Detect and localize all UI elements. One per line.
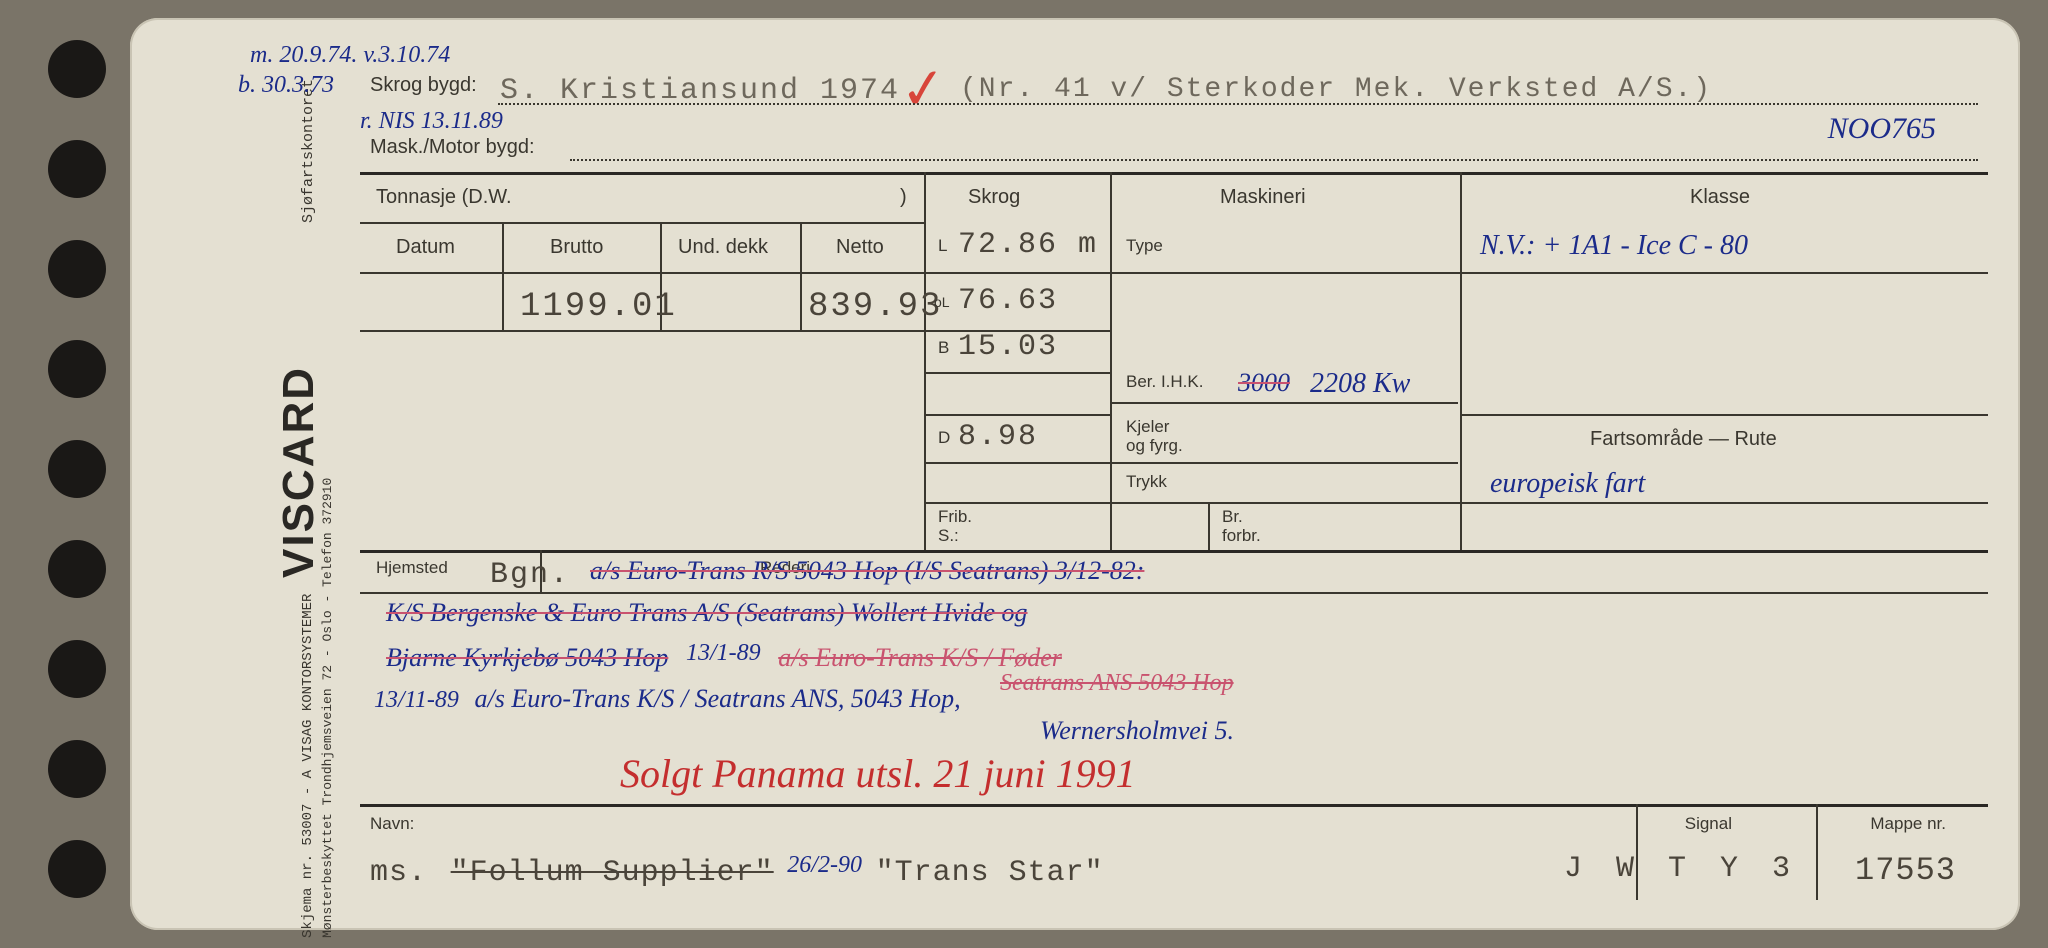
punch-hole <box>48 540 106 598</box>
brutto-label: Brutto <box>550 236 603 259</box>
mappe-value: 17553 <box>1855 852 1956 889</box>
type-label: Type <box>1126 236 1163 256</box>
red-check-icon: ✓ <box>897 54 951 125</box>
ol-label: oL <box>934 294 950 310</box>
punch-hole <box>48 40 106 98</box>
ber-ihk-struck: 3000 <box>1238 368 1290 398</box>
klasse-value: N.V.: + 1A1 - Ice C - 80 <box>1480 230 1748 262</box>
rederi-line-3-date: 13/1-89 <box>686 640 761 666</box>
skrog-col-label: Skrog <box>968 186 1020 209</box>
anno-top-2: b. 30.3.73 <box>238 72 334 99</box>
fartsomrade-value: europeisk fart <box>1490 468 1645 500</box>
rederi-line-4: a/s Euro-Trans K/S / Seatrans ANS, 5043 … <box>475 684 961 713</box>
hjemsted-label: Hjemsted <box>376 558 448 578</box>
navn-new: "Trans Star" <box>876 856 1104 890</box>
rederi-line-1: a/s Euro-Trans R/S 5043 Hop (I/S Seatran… <box>590 556 1144 586</box>
side-print-block: Skjema nr. 53007 - A VISAG KONTORSYSTEME… <box>280 58 322 928</box>
dotted-line-1 <box>498 102 1978 105</box>
navn-old: "Follum Supplier" <box>451 856 774 890</box>
datum-label: Datum <box>396 236 455 259</box>
ber-ihk-label: Ber. I.H.K. <box>1126 372 1203 392</box>
index-card: VISCARD Skjema nr. 53007 - A VISAG KONTO… <box>130 18 2020 930</box>
navn-date: 26/2-90 <box>787 852 862 878</box>
tonnasje-close: ) <box>900 186 907 209</box>
ol-value: 76.63 <box>958 284 1058 318</box>
unddekk-label: Und. dekk <box>678 236 768 259</box>
d-value: 8.98 <box>958 420 1038 454</box>
footer-block: Navn: ms. "Follum Supplier" 26/2-90 "Tra… <box>360 804 1988 900</box>
anno-nis: r. NIS 13.11.89 <box>360 108 503 135</box>
dotted-line-2 <box>570 158 1978 161</box>
rederi-line-3c: Seatrans ANS 5043 Hop <box>1000 670 1234 697</box>
scan-page: VISCARD Skjema nr. 53007 - A VISAG KONTO… <box>0 0 2048 948</box>
rederi-line-2: K/S Bergenske & Euro Trans A/S (Seatrans… <box>386 598 1028 628</box>
klasse-col-label: Klasse <box>1690 186 1750 209</box>
mask-motor-label: Mask./Motor bygd: <box>370 136 535 159</box>
punch-holes <box>48 40 118 910</box>
punch-hole <box>48 140 106 198</box>
l-label: L <box>938 236 947 256</box>
punch-hole <box>48 840 106 898</box>
kjeler-label: Kjeler og fyrg. <box>1126 418 1183 455</box>
anno-top-1: m. 20.9.74. v.3.10.74 <box>250 42 450 69</box>
netto-value: 839.93 <box>808 288 942 326</box>
skrog-bygd-label: Skrog bygd: <box>370 74 477 97</box>
punch-hole <box>48 740 106 798</box>
skrog-bygd-paren: (Nr. 41 v/ Sterkoder Mek. Verksted A/S.) <box>960 74 1712 105</box>
navn-label: Navn: <box>370 814 414 834</box>
punch-hole <box>48 240 106 298</box>
punch-hole <box>48 440 106 498</box>
rederi-line-5: Wernersholmvei 5. <box>1040 716 1234 746</box>
b-value: 15.03 <box>958 330 1058 364</box>
br-forbr-label: Br. forbr. <box>1222 508 1261 545</box>
main-table: Tonnasje (D.W. ) Skrog Maskineri Klasse … <box>360 172 1988 552</box>
punch-hole <box>48 340 106 398</box>
brutto-value: 1199.01 <box>520 288 677 326</box>
maskineri-col-label: Maskineri <box>1220 186 1306 209</box>
punch-hole <box>48 640 106 698</box>
trykk-label: Trykk <box>1126 472 1167 492</box>
b-label: B <box>938 338 949 358</box>
rederi-line-4-date: 13/11-89 <box>374 687 459 713</box>
mappe-label: Mappe nr. <box>1870 814 1946 834</box>
side-sjof: Sjøfartskontoret <box>300 79 317 223</box>
d-label: D <box>938 428 950 448</box>
card-content: m. 20.9.74. v.3.10.74 b. 30.3.73 r. NIS … <box>340 48 1996 906</box>
l-value: 72.86 m <box>958 228 1098 262</box>
navn-prefix: ms. <box>370 856 427 890</box>
signal-value: J W T Y 3 <box>1564 852 1798 886</box>
fartsomrade-label: Fartsområde — Rute <box>1590 428 1777 451</box>
rederi-sold: Solgt Panama utsl. 21 juni 1991 <box>620 750 1136 797</box>
frib-label: Frib. S.: <box>938 508 972 545</box>
anno-noo: NOO765 <box>1828 112 1936 146</box>
signal-label: Signal <box>1685 814 1732 834</box>
netto-label: Netto <box>836 236 884 259</box>
side-line-1: Skjema nr. 53007 - A VISAG KONTORSYSTEME… <box>300 594 316 938</box>
hjemsted-value: Bgn. <box>490 558 570 592</box>
ber-ihk-value: 2208 Kw <box>1310 368 1410 400</box>
rederi-line-3b: a/s Euro-Trans K/S / Føder <box>778 643 1062 672</box>
side-line-2: Mønsterbeskyttet Trondhjemsveien 72 - Os… <box>320 478 335 938</box>
rederi-line-3a: Bjarne Kyrkjebø 5043 Hop <box>386 643 668 672</box>
tonnasje-label: Tonnasje (D.W. <box>376 186 512 209</box>
